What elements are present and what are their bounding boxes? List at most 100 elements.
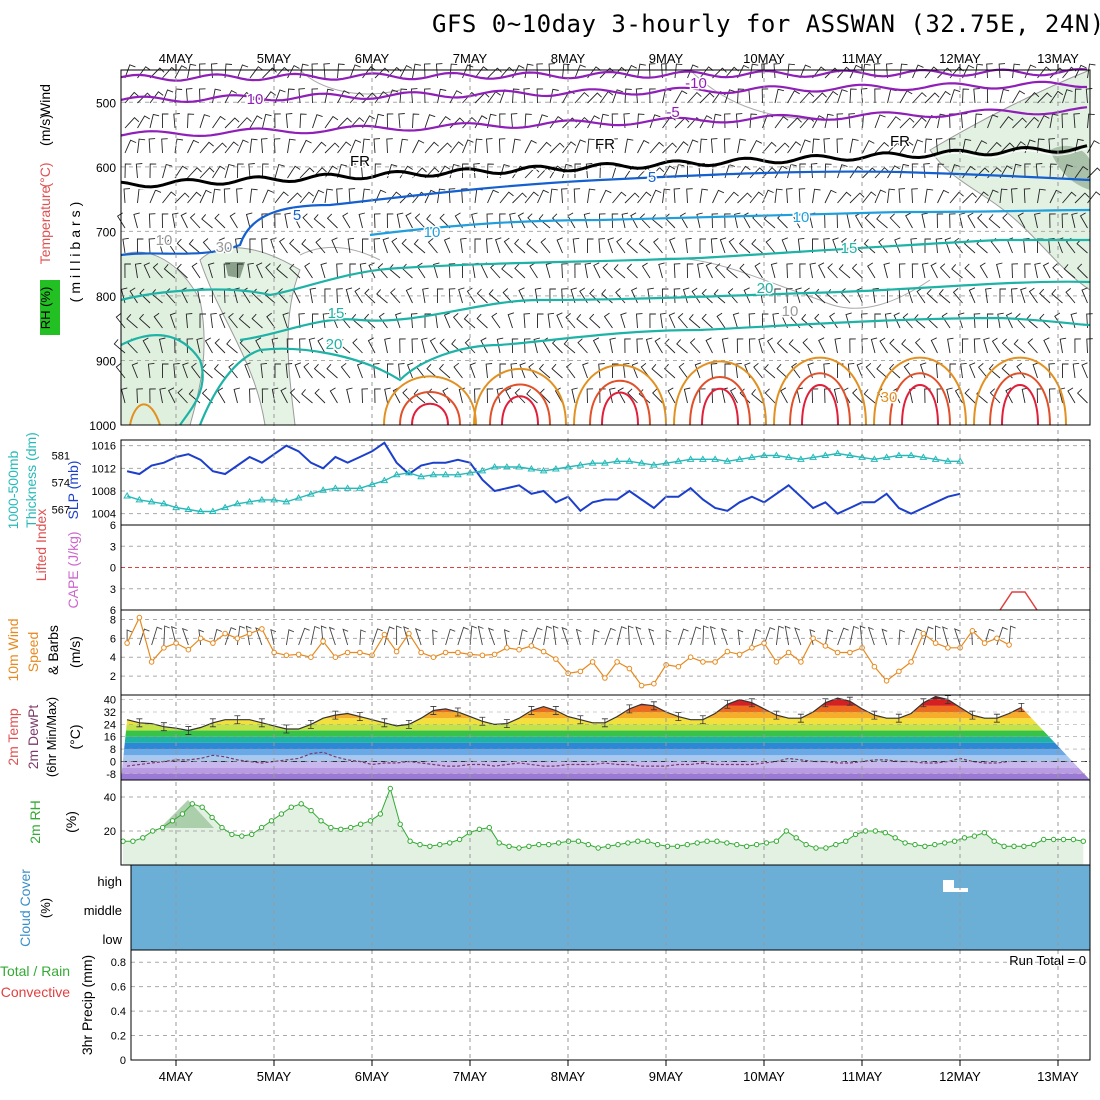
wind-barb [386,138,393,154]
wind-barb [712,113,722,129]
wind-barb [894,237,901,254]
wind-barb [527,213,538,229]
rh-point [961,835,968,841]
wind-barb [737,138,746,154]
date-label-top: 9MAY [649,51,684,66]
wind-barb-10m [432,629,438,646]
wind-barb [999,188,1008,204]
rh-point [1050,836,1057,843]
thickness-point [208,507,217,514]
wind-barb [410,313,418,329]
wind-barb [874,141,889,154]
thickness-point [894,451,903,458]
thickness-tick: 574 [52,478,70,490]
rh-point [328,824,334,831]
wind-barb [1012,163,1022,179]
wind-barb [936,213,944,229]
wind-barb [413,239,426,254]
wind-barb [802,338,813,354]
contour-freezing-inner [120,148,1088,191]
rh-point [417,841,423,848]
wind-barb [476,313,488,329]
wind-barb [538,214,551,229]
wind-barb [599,388,606,404]
wind-barb-10m [784,625,791,646]
wind-barb [323,63,330,79]
thickness-point [392,470,401,478]
slp-tick: 1008 [92,486,116,498]
contour-warm [399,391,461,426]
thickness-point [600,459,609,466]
wind-barb [518,287,526,304]
contour-warm [589,379,651,426]
wind-barb [884,312,892,329]
wind-barb [199,313,206,328]
wind-barb [287,64,300,79]
wind-barb [173,113,180,129]
wind-barb [710,238,718,254]
wind-barb [1076,263,1088,279]
wind-barb [349,117,365,129]
wind-barb [1074,338,1081,354]
slp-line [126,441,961,515]
wind-barb [174,138,184,154]
label-rh: RH (%) [38,287,53,330]
thickness-point [159,499,168,507]
wind-barb [548,63,555,79]
wind-barb [598,138,605,154]
run-total-label: Run Total = 0 [1009,953,1086,968]
wind-barb [812,66,827,79]
thickness-point [282,497,291,505]
wind-barb [836,213,844,229]
thickness-point [809,453,818,460]
wind-barb [1054,312,1063,329]
label-wind10-unit: (m/s) [67,636,83,668]
wind-barb [287,192,302,204]
wind-barb [153,312,163,329]
li-tick: 6 [110,520,116,532]
wind-tick: 2 [110,671,116,683]
minmax-mark [724,699,731,709]
wind-barb [1011,263,1019,279]
thickness-point [270,495,279,503]
wind-barb [1037,188,1046,204]
wind-barb [115,312,126,329]
rh-shade [929,69,1091,291]
wind-barb [505,387,513,404]
minmax-mark [650,701,657,711]
rh-point [456,836,463,843]
wind-barb [1005,387,1013,404]
wind-barb [636,313,643,329]
wind-barb [774,116,789,129]
wind-barb [861,338,868,354]
wind-barb [609,387,616,404]
wind10-point [455,649,461,656]
wind-barb [427,238,438,254]
minmax-mark [969,710,976,720]
wind-barb [1087,167,1100,179]
wind-barb [749,113,757,129]
wind-barb [901,339,913,354]
wind-barb [496,387,504,404]
temp-band [121,730,1090,737]
wind-barb [524,139,537,154]
wind-barb-10m [627,625,634,646]
wind-barb [572,237,580,254]
wind10-point [528,643,535,649]
wind-barb [396,212,404,229]
date-label-bottom: 11MAY [842,1069,883,1084]
wind-barb [349,163,357,179]
wind-barb [299,113,307,129]
wind-barb [562,63,570,79]
rh-point [199,804,205,810]
wind-tick: 6 [110,633,116,645]
wind-barb [374,213,381,229]
pressure-tick: 700 [96,225,116,239]
wind-barb [662,165,676,179]
wind-barb [987,141,1002,154]
wind-barb [1051,289,1063,304]
date-label-top: 12MAY [939,51,981,66]
wind10-point [638,682,645,689]
wind-barb [924,238,931,253]
thickness-point [380,476,389,484]
